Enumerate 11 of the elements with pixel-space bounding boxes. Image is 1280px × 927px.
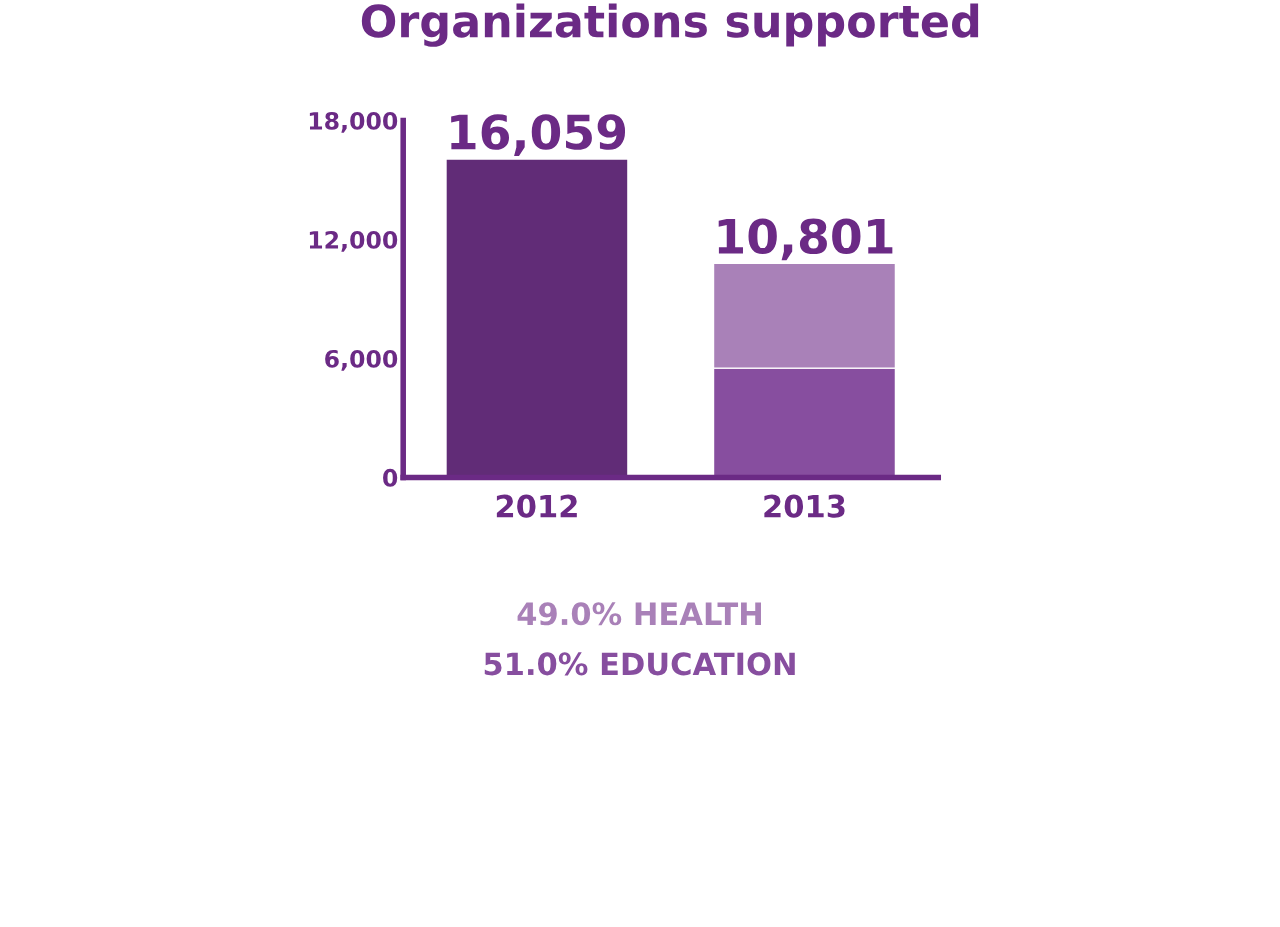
x-tick-label: 2012	[496, 494, 577, 518]
total-label: 16,059	[451, 114, 626, 156]
total-label: 10,801	[718, 218, 893, 261]
text: 51.0% EDUCATION	[484, 652, 795, 676]
chart-title: Organizations supported	[361, 3, 979, 47]
text: 49.0% HEALTH	[517, 602, 761, 626]
y-tick-label: 0	[383, 468, 398, 487]
y-tick-label: 12,000	[309, 230, 398, 252]
x-tick-label: 2013	[764, 494, 845, 518]
y-tick-label: 18,000	[309, 111, 398, 133]
y-tick-label: 6,000	[325, 349, 398, 371]
